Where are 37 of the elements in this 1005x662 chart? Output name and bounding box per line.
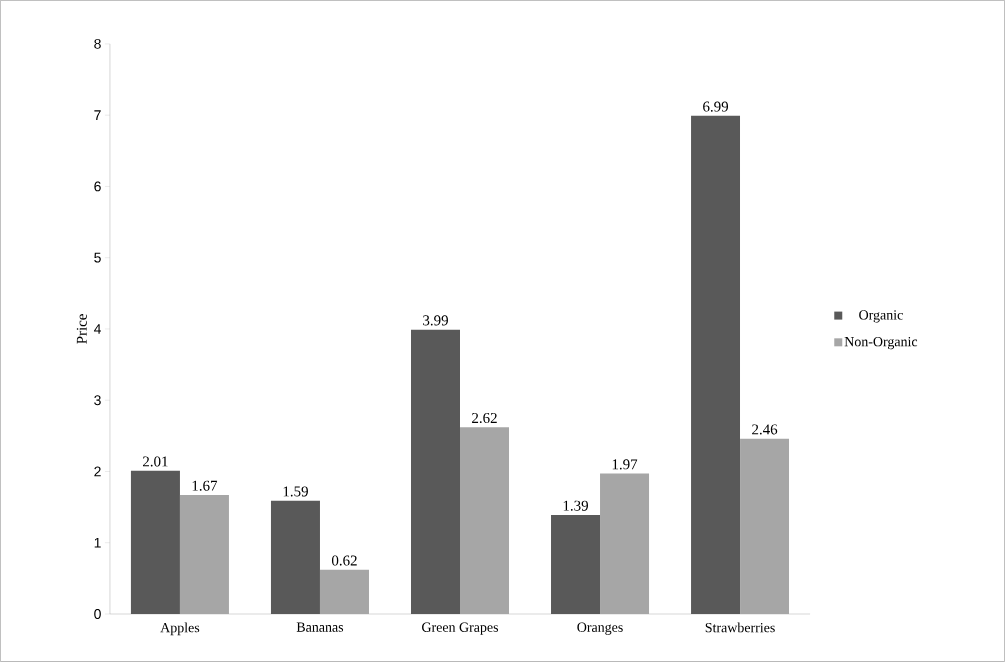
bar [130, 470, 180, 615]
y-tick-label: 3 [94, 395, 101, 406]
data-label: 2.62 [472, 413, 497, 424]
data-label: 2.01 [143, 456, 168, 467]
data-label: 2.46 [752, 424, 778, 435]
legend-label: Organic [859, 310, 903, 323]
bar [460, 427, 510, 615]
x-tick-label: Strawberries [705, 622, 775, 633]
y-tick-label: 4 [93, 324, 101, 334]
y-tick-label: 7 [94, 110, 101, 120]
y-tick-label: 0 [94, 609, 101, 619]
x-tick-label: Bananas [296, 622, 344, 632]
bar [179, 495, 229, 615]
data-label: 0.62 [331, 555, 357, 566]
bar [551, 514, 601, 615]
data-label: 6.99 [703, 101, 729, 112]
bar [691, 115, 741, 615]
data-label: 3.99 [423, 315, 448, 326]
y-tick-label: 6 [94, 181, 101, 192]
y-tick-label: 8 [94, 38, 101, 49]
bar [270, 500, 320, 615]
bar [740, 438, 790, 615]
x-tick-label: Green Grapes [422, 622, 499, 635]
bar [600, 473, 650, 615]
y-tick-label: 2 [94, 466, 101, 477]
data-label: 1.97 [612, 459, 638, 470]
y-tick-label: 1 [94, 537, 101, 548]
bar [410, 329, 460, 615]
bar [319, 569, 369, 615]
legend-label: Non-Organic [844, 336, 918, 350]
y-axis-title: Price [76, 314, 87, 344]
data-label: 1.39 [563, 500, 588, 511]
data-label: 1.67 [192, 480, 218, 491]
x-tick-label: Apples [160, 622, 200, 636]
data-label: 1.59 [283, 486, 308, 497]
x-tick-label: Oranges [577, 622, 623, 635]
y-tick-label: 5 [94, 252, 101, 263]
